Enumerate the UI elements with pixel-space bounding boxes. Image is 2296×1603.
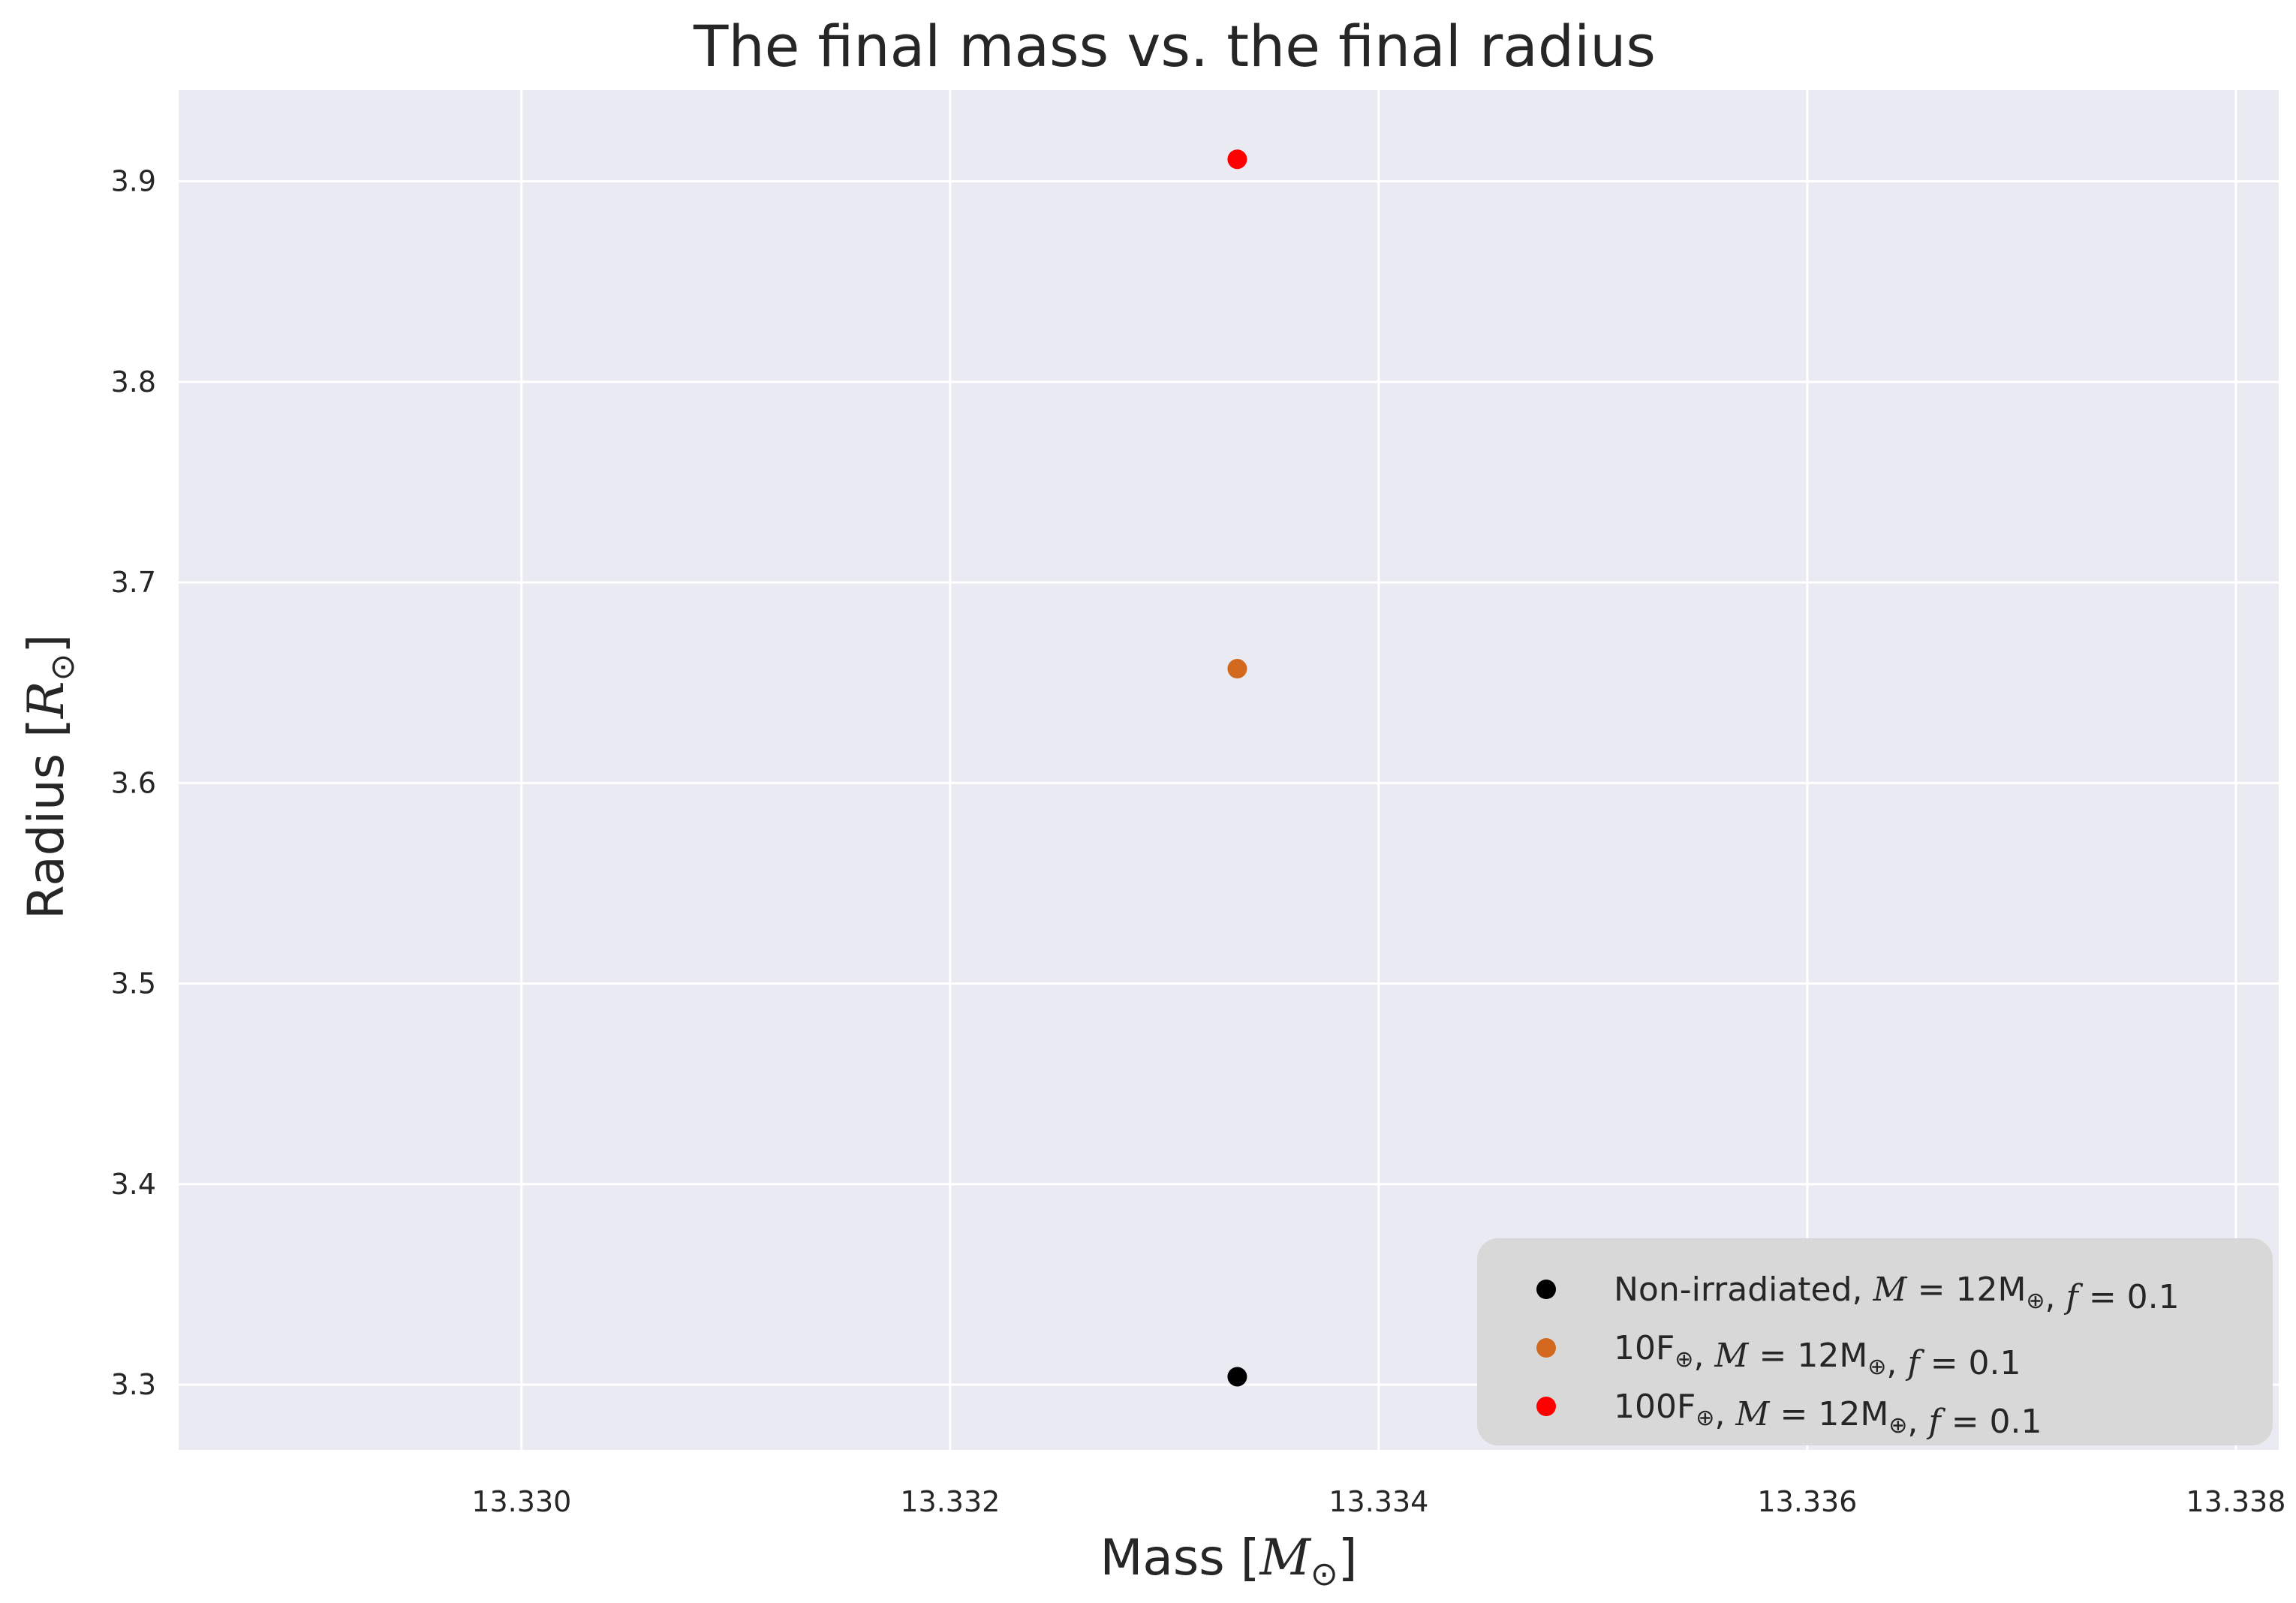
plot-area	[179, 90, 2279, 1450]
legend-label: 10F⊕, M = 12M⊕, f = 0.1	[1614, 1329, 2021, 1382]
y-tick-label: 3.9	[111, 165, 156, 198]
y-axis-label: Radius [R⊙]	[17, 634, 82, 919]
y-tick-label: 3.8	[111, 365, 156, 398]
x-gridlines	[520, 90, 2237, 1450]
y-tick-label: 3.5	[111, 967, 156, 1000]
chart-title: The final mass vs. the final radius	[693, 13, 1656, 80]
legend-marker	[1536, 1338, 1556, 1358]
y-tick-label: 3.7	[111, 566, 156, 599]
y-tick-labels: 3.3 3.4 3.5 3.6 3.7 3.8 3.9	[111, 165, 156, 1402]
data-points	[1227, 149, 1247, 1387]
x-tick-label: 13.334	[1329, 1485, 1428, 1518]
x-tick-label: 13.330	[471, 1485, 571, 1518]
legend-marker	[1536, 1397, 1556, 1416]
legend: Non-irradiated, M = 12M⊕, f = 0.1 10F⊕, M…	[1477, 1238, 2273, 1445]
data-point	[1227, 1367, 1247, 1387]
legend-label: Non-irradiated, M = 12M⊕, f = 0.1	[1614, 1271, 2180, 1316]
x-tick-label: 13.332	[900, 1485, 1000, 1518]
y-tick-label: 3.4	[111, 1168, 156, 1201]
legend-box	[1477, 1238, 2273, 1445]
legend-items: Non-irradiated, M = 12M⊕, f = 0.1 10F⊕, M…	[1536, 1271, 2180, 1441]
x-tick-label: 13.338	[2186, 1485, 2285, 1518]
x-axis-label: Mass [M⊙]	[1100, 1529, 1357, 1593]
y-tick-label: 3.3	[111, 1368, 156, 1401]
data-point	[1227, 659, 1247, 679]
data-point	[1227, 149, 1247, 170]
legend-label: 100F⊕, M = 12M⊕, f = 0.1	[1614, 1388, 2042, 1441]
x-tick-labels: 13.330 13.332 13.334 13.336 13.338	[471, 1485, 2285, 1518]
x-tick-label: 13.336	[1757, 1485, 1857, 1518]
y-gridlines	[179, 180, 2279, 1386]
y-tick-label: 3.6	[111, 766, 156, 799]
legend-marker	[1536, 1280, 1556, 1299]
